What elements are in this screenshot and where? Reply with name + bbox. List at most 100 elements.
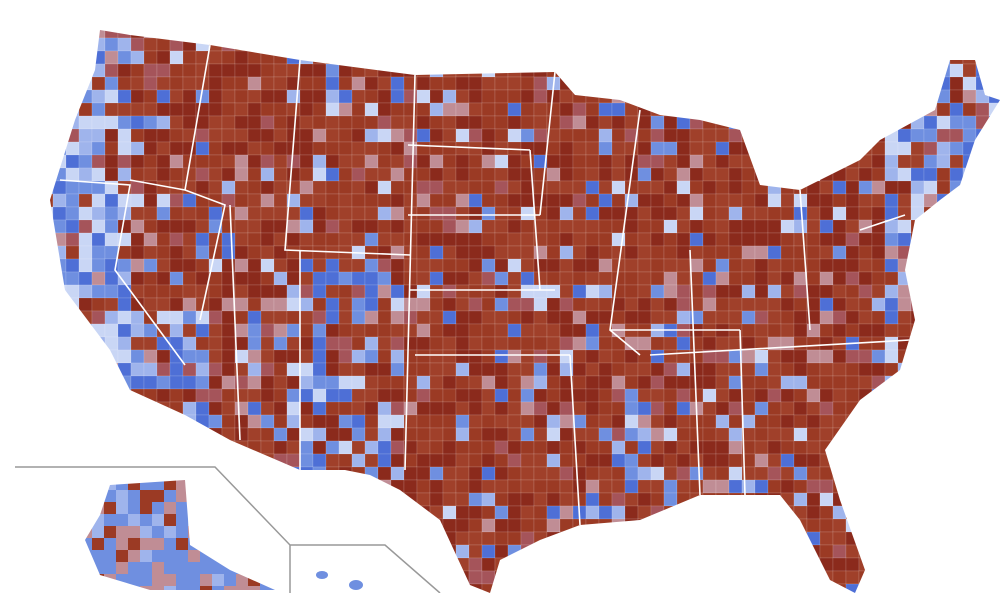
county	[247, 453, 262, 468]
county	[91, 258, 106, 273]
county	[273, 219, 288, 234]
county	[936, 102, 951, 117]
county	[741, 219, 756, 234]
county	[988, 440, 1000, 455]
county	[247, 544, 262, 559]
county	[182, 414, 197, 429]
county	[507, 167, 522, 182]
county	[351, 232, 366, 247]
county	[481, 440, 496, 455]
county	[208, 362, 223, 377]
county	[715, 349, 730, 364]
county	[273, 271, 288, 286]
county	[455, 583, 470, 593]
county	[520, 128, 535, 143]
county	[793, 401, 808, 416]
county	[676, 115, 691, 130]
county	[234, 336, 249, 351]
county	[273, 466, 288, 481]
county	[559, 115, 574, 130]
county	[754, 297, 769, 312]
county	[390, 336, 405, 351]
county	[520, 583, 535, 593]
county	[208, 427, 223, 442]
county	[689, 492, 704, 507]
county	[689, 30, 704, 39]
county	[949, 115, 964, 130]
county	[429, 531, 444, 546]
county	[767, 466, 782, 481]
county	[364, 128, 379, 143]
county	[520, 206, 535, 221]
county	[780, 570, 795, 585]
county	[494, 518, 509, 533]
county	[676, 206, 691, 221]
county	[598, 232, 613, 247]
county	[572, 76, 587, 91]
county	[533, 427, 548, 442]
county	[364, 219, 379, 234]
county	[897, 375, 912, 390]
county	[845, 518, 860, 533]
county	[546, 362, 561, 377]
county	[975, 115, 990, 130]
county	[312, 336, 327, 351]
county	[871, 30, 886, 39]
county	[507, 401, 522, 416]
county	[104, 141, 119, 156]
county	[650, 180, 665, 195]
county	[689, 89, 704, 104]
county	[429, 50, 444, 65]
county	[455, 531, 470, 546]
county	[858, 531, 873, 546]
county	[91, 310, 106, 325]
county	[377, 115, 392, 130]
county	[637, 167, 652, 182]
county	[676, 336, 691, 351]
borough	[92, 562, 104, 574]
county	[481, 63, 496, 78]
county	[351, 401, 366, 416]
county	[364, 193, 379, 208]
county	[273, 570, 288, 585]
county	[793, 167, 808, 182]
county	[780, 531, 795, 546]
county	[767, 375, 782, 390]
county	[325, 206, 340, 221]
county	[741, 50, 756, 65]
county	[650, 154, 665, 169]
county	[780, 310, 795, 325]
county	[351, 336, 366, 351]
county	[650, 206, 665, 221]
county	[65, 284, 80, 299]
county	[962, 115, 977, 130]
county	[572, 336, 587, 351]
county	[650, 310, 665, 325]
county	[793, 544, 808, 559]
county	[65, 336, 80, 351]
county	[104, 50, 119, 65]
county	[897, 102, 912, 117]
county	[78, 180, 93, 195]
county	[572, 479, 587, 494]
county	[819, 50, 834, 65]
county	[546, 401, 561, 416]
county	[806, 427, 821, 442]
county	[702, 141, 717, 156]
county	[949, 349, 964, 364]
county	[260, 245, 275, 260]
county	[598, 167, 613, 182]
county	[325, 557, 340, 572]
county	[351, 193, 366, 208]
county	[988, 544, 1000, 559]
county	[351, 50, 366, 65]
county	[702, 37, 717, 52]
county	[390, 401, 405, 416]
county	[286, 479, 301, 494]
county	[234, 531, 249, 546]
county	[559, 505, 574, 520]
county	[819, 362, 834, 377]
county	[806, 89, 821, 104]
county	[793, 362, 808, 377]
county	[429, 63, 444, 78]
